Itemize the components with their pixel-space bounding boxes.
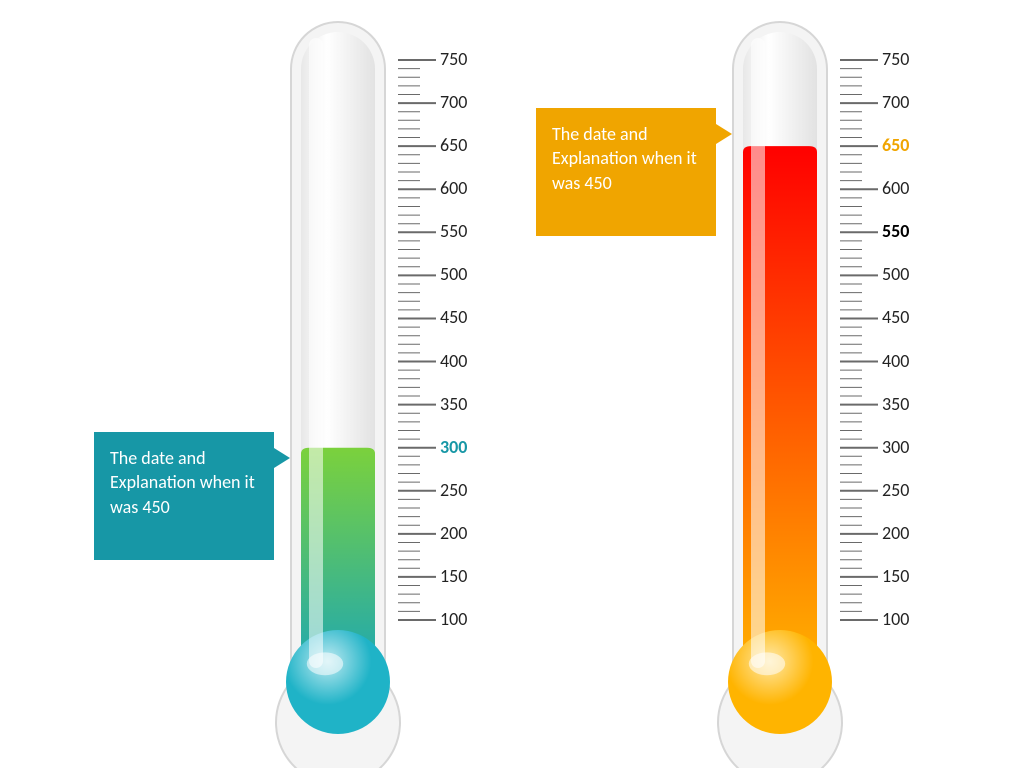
tick-label: 100 (882, 608, 909, 630)
tick-label: 350 (882, 393, 909, 415)
tick-label: 300 (882, 436, 909, 458)
callout-text: The date and Explanation when it was 450 (552, 123, 697, 194)
tick-label: 650 (882, 134, 909, 156)
tick-label: 200 (882, 522, 909, 544)
thermometer-right (0, 0, 1024, 768)
tick-label: 550 (882, 220, 909, 242)
tick-label: 400 (882, 350, 909, 372)
tick-label: 750 (882, 48, 909, 70)
tick-label: 700 (882, 91, 909, 113)
tick-label: 500 (882, 263, 909, 285)
callout-arrow-icon (716, 124, 732, 144)
scale-right (840, 60, 878, 620)
callout-right: The date and Explanation when it was 450 (536, 108, 716, 236)
tick-label: 600 (882, 177, 909, 199)
tick-label: 450 (882, 306, 909, 328)
tick-label: 250 (882, 479, 909, 501)
tick-label: 150 (882, 565, 909, 587)
